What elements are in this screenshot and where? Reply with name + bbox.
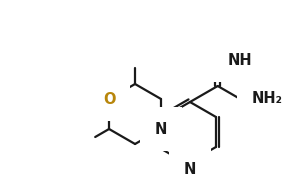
Text: O: O (103, 92, 115, 107)
Text: NH: NH (228, 52, 252, 68)
Text: N: N (184, 161, 196, 177)
Text: N: N (155, 121, 167, 137)
Text: NH₂: NH₂ (251, 91, 282, 106)
